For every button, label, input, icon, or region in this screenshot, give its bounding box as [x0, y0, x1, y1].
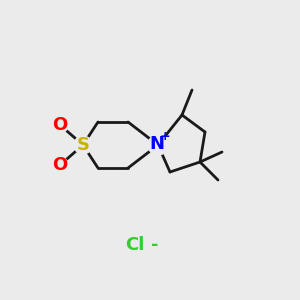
Text: O: O: [52, 116, 68, 134]
Text: O: O: [52, 156, 68, 174]
Text: -: -: [151, 236, 159, 254]
Circle shape: [52, 117, 68, 133]
Circle shape: [74, 136, 92, 154]
Text: Cl: Cl: [125, 236, 145, 254]
Circle shape: [148, 135, 168, 155]
Text: +: +: [160, 130, 170, 142]
Text: N: N: [149, 135, 164, 153]
Circle shape: [52, 157, 68, 173]
Text: S: S: [76, 136, 89, 154]
